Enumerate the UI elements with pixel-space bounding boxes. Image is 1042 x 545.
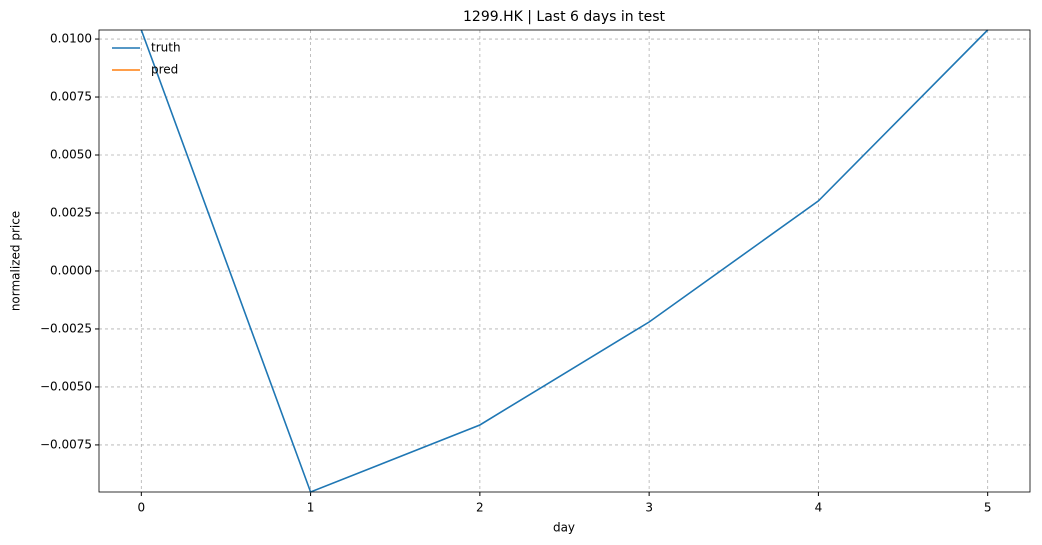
- x-tick-label: 2: [476, 501, 484, 515]
- y-tick-label: −0.0075: [40, 437, 92, 451]
- x-tick-label: 4: [815, 501, 823, 515]
- x-axis-label: day: [553, 521, 575, 535]
- legend-label: pred: [151, 63, 178, 77]
- series-line: [140, 29, 989, 494]
- y-tick-label: 0.0050: [50, 148, 92, 162]
- chart-title: 1299.HK | Last 6 days in test: [463, 9, 665, 25]
- y-tick-label: 0.0025: [50, 205, 92, 219]
- y-tick-label: 0.0000: [50, 263, 92, 277]
- x-tick-label: 5: [984, 501, 992, 515]
- legend-label: truth: [151, 41, 181, 55]
- x-tick-label: 1: [307, 501, 315, 515]
- y-tick-label: −0.0025: [40, 321, 92, 335]
- y-axis-label: normalized price: [9, 211, 23, 311]
- x-tick-label: 3: [645, 501, 653, 515]
- y-tick-label: −0.0050: [40, 379, 92, 393]
- y-tick-label: 0.0075: [50, 90, 92, 104]
- y-tick-label: 0.0100: [50, 32, 92, 46]
- plot-frame: [98, 29, 1031, 493]
- x-tick-label: 0: [137, 501, 145, 515]
